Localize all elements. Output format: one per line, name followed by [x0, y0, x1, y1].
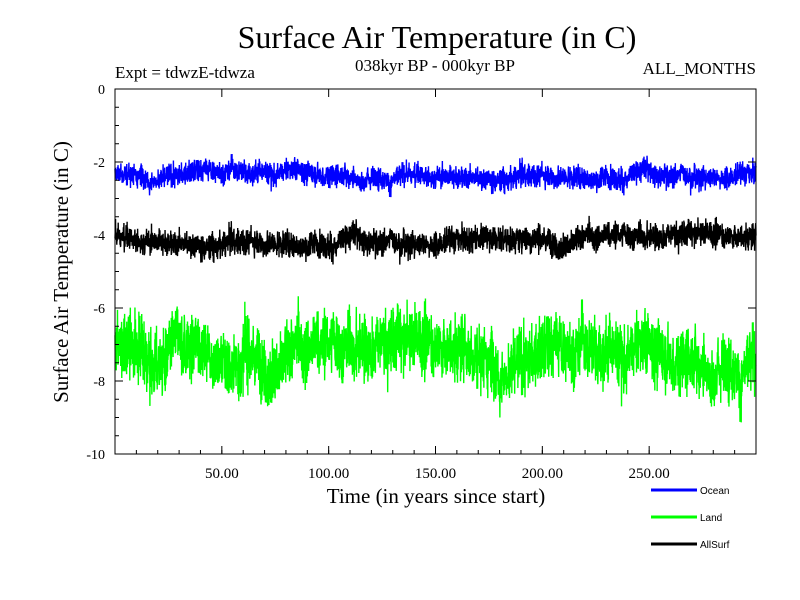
- experiment-label: Expt = tdwzE-tdwza: [115, 63, 255, 82]
- chart-title: Surface Air Temperature (in C): [238, 19, 637, 55]
- legend-label-ocean: Ocean: [700, 486, 729, 497]
- x-tick-label: 250.00: [629, 466, 670, 482]
- series-land-line: [114, 296, 757, 423]
- y-tick-label: -8: [93, 375, 105, 390]
- legend-label-land: Land: [700, 513, 722, 524]
- y-tick-label: 0: [98, 83, 105, 98]
- months-label: ALL_MONTHS: [643, 59, 756, 78]
- x-tick-label: 100.00: [308, 466, 349, 482]
- axis-layer: 0 -2 -4 -6 -8 -10 50.00 100.00 150.00 200.00 250.0…: [86, 83, 756, 482]
- y-tick-label: -2: [93, 156, 105, 171]
- y-tick-label: -4: [93, 229, 105, 244]
- x-tick-label: 150.00: [415, 466, 456, 482]
- x-tick-label: 50.00: [205, 466, 239, 482]
- y-tick-label: -10: [86, 448, 105, 463]
- plot-frame: [114, 88, 757, 455]
- series-ocean-line: [114, 154, 757, 198]
- series-layer: [114, 154, 757, 423]
- y-axis-label: Surface Air Temperature (in C): [49, 141, 73, 403]
- legend-label-allsurf: AllSurf: [700, 540, 730, 551]
- y-tick-label: -6: [93, 302, 105, 317]
- legend: Ocean Land AllSurf: [651, 486, 730, 551]
- period-label: 038kyr BP - 000kyr BP: [355, 56, 515, 75]
- series-allsurf-line: [114, 215, 757, 265]
- x-tick-label: 200.00: [522, 466, 563, 482]
- x-axis-label: Time (in years since start): [327, 484, 546, 508]
